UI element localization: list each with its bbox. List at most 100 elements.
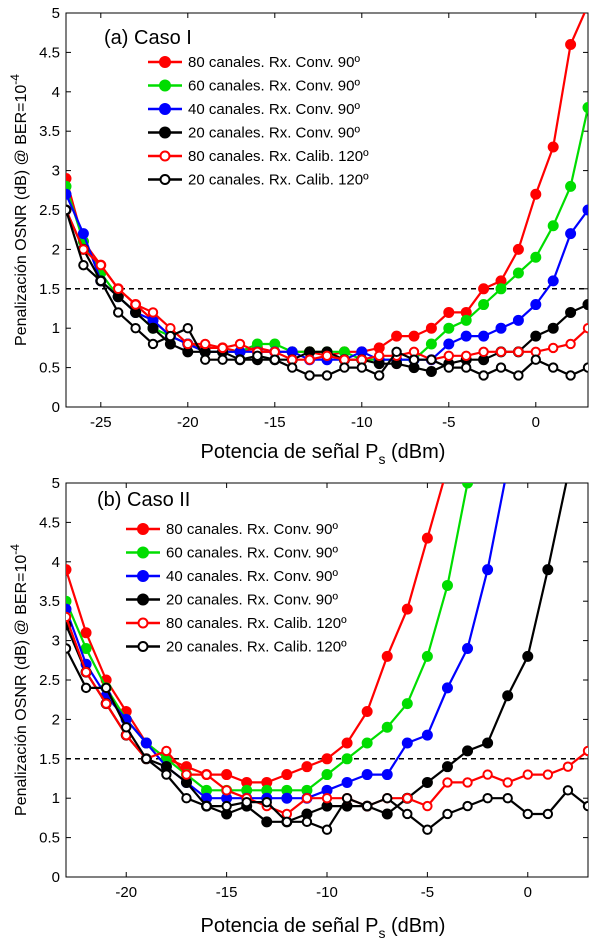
data-point (582, 323, 588, 334)
data-point (582, 362, 588, 373)
data-point (565, 338, 576, 350)
data-point (66, 643, 72, 654)
legend-marker (159, 174, 171, 185)
data-point (221, 800, 232, 812)
data-point (252, 350, 263, 361)
series-group (66, 462, 588, 835)
data-point (408, 330, 420, 342)
data-point (381, 650, 393, 662)
data-point (522, 808, 533, 820)
data-point (462, 777, 473, 788)
series-line-1 (66, 483, 445, 784)
legend-label: 80 canales. Rx. Calib. 120º (188, 148, 369, 165)
legend-marker (159, 103, 171, 115)
data-point (562, 761, 574, 772)
data-point (382, 793, 393, 804)
data-point (542, 769, 554, 780)
y-tick-label: 3.5 (39, 593, 60, 610)
y-tick-label: 2.5 (39, 202, 60, 219)
legend-marker (137, 593, 149, 606)
panel-title: (b) Caso II (97, 489, 190, 511)
y-tick-label: 0.5 (39, 830, 60, 847)
x-axis-label: Potencia de señal Ps (dBm) (201, 441, 446, 467)
data-point (513, 370, 524, 381)
legend-label: 40 canales. Rx. Conv. 90º (188, 101, 360, 118)
data-point (426, 354, 437, 365)
data-point (361, 800, 373, 812)
legend-marker (137, 570, 149, 582)
data-point (547, 141, 559, 153)
y-tick-label: 1 (52, 320, 60, 337)
data-point (513, 346, 524, 358)
data-point (66, 595, 72, 607)
data-point (583, 0, 592, 10)
plot-area (65, 482, 589, 878)
data-point (66, 172, 72, 184)
data-point (402, 793, 413, 804)
data-point (442, 462, 452, 472)
data-point (80, 627, 92, 639)
data-point (402, 808, 413, 820)
data-point (100, 698, 112, 709)
data-point (241, 796, 252, 808)
data-point (562, 785, 574, 796)
data-point (261, 796, 272, 808)
x-tick-label: -10 (351, 414, 373, 431)
data-point (460, 330, 472, 342)
data-point (582, 800, 588, 812)
data-point (582, 102, 588, 114)
data-point (502, 793, 513, 804)
data-point (321, 793, 333, 804)
data-point (443, 338, 455, 350)
y-tick-label: 1.5 (39, 751, 60, 768)
data-point (281, 816, 293, 828)
legend-marker (159, 150, 171, 162)
data-point (66, 564, 72, 576)
data-point (421, 729, 433, 741)
data-point (503, 462, 513, 472)
data-point (582, 745, 588, 757)
data-point (181, 793, 192, 804)
data-point (441, 579, 453, 591)
data-point (401, 737, 413, 749)
data-point (582, 204, 588, 216)
data-point (200, 338, 211, 350)
data-point (201, 800, 212, 812)
data-point (512, 267, 524, 279)
data-point (391, 346, 402, 358)
data-point (269, 354, 280, 365)
legend-marker (159, 56, 171, 68)
data-point (165, 330, 176, 342)
data-point (548, 342, 559, 354)
data-point (482, 564, 494, 576)
data-point (147, 338, 159, 350)
data-point (381, 808, 393, 820)
data-point (130, 299, 141, 310)
x-tick-label: -10 (316, 884, 338, 901)
data-point (460, 314, 472, 326)
data-point (478, 346, 489, 358)
data-point (304, 354, 315, 365)
data-point (361, 769, 373, 781)
data-point (161, 745, 172, 757)
data-point (425, 322, 437, 334)
data-point (441, 682, 453, 694)
legend-marker (137, 641, 149, 652)
legend-label: 20 canales. Rx. Calib. 120º (166, 639, 347, 656)
y-tick-label: 4 (52, 554, 60, 571)
data-point (147, 307, 159, 318)
data-point (401, 603, 413, 615)
data-point (141, 753, 152, 764)
data-point (443, 350, 454, 361)
data-point (200, 354, 211, 365)
data-point (462, 483, 474, 489)
x-tick-label: 0 (524, 884, 532, 901)
y-tick-label: 3 (52, 163, 60, 180)
data-point (78, 259, 89, 271)
y-axis-label: Penalización OSNR (dB) @ BER=10-4 (8, 74, 30, 346)
data-point (341, 753, 353, 765)
y-tick-label: 0.5 (39, 360, 60, 377)
data-point (425, 366, 437, 378)
data-point (565, 306, 577, 318)
